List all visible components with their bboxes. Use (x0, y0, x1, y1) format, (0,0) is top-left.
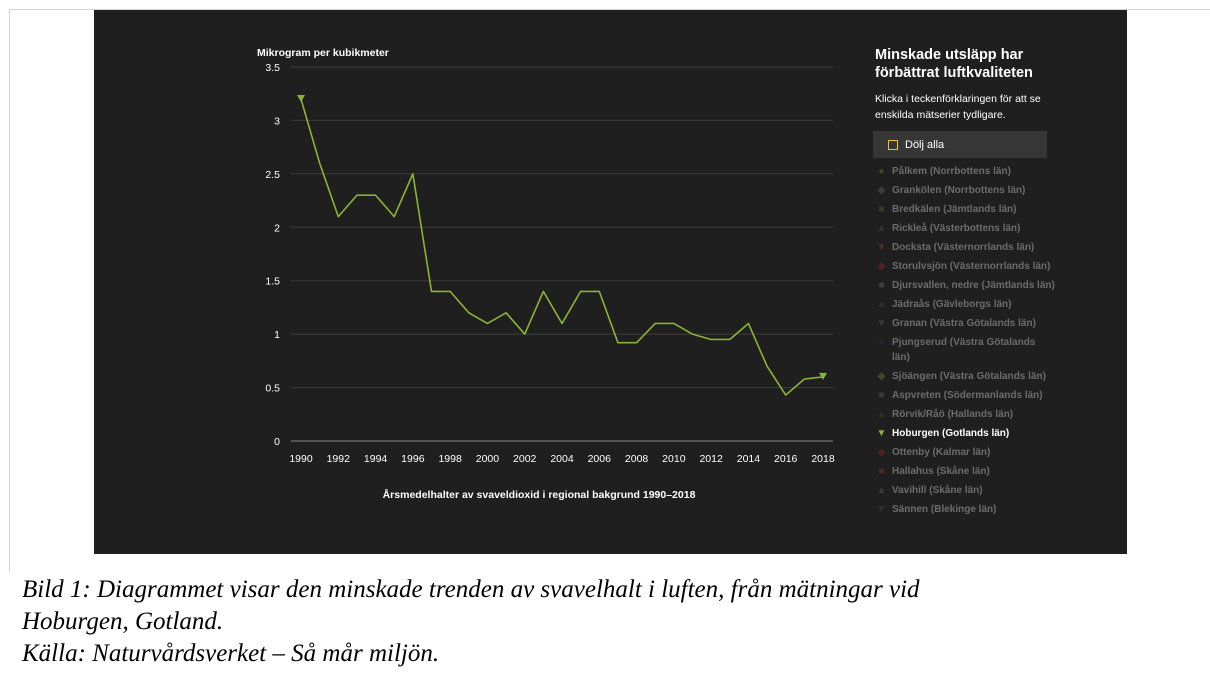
legend-item[interactable]: ■ Aspvreten (Södermanlands län) (873, 388, 1055, 403)
caption-line-3: Källa: Naturvårdsverket – Så mår miljön. (22, 640, 440, 667)
hide-all-button[interactable]: Dölj alla (873, 131, 1047, 158)
legend-item[interactable]: ■ Djursvallen, nedre (Jämtlands län) (873, 278, 1055, 293)
legend-item-label: Grankölen (Norrbottens län) (892, 185, 1026, 196)
legend-item-label: Ottenby (Kalmar län) (892, 447, 991, 458)
y-tick-label: 2.5 (265, 169, 280, 181)
legend-item[interactable]: ◆ Grankölen (Norrbottens län) (873, 183, 1055, 198)
legend-item[interactable]: ▲ Vavihill (Skåne län) (873, 483, 1055, 498)
y-tick-label: 1.5 (265, 276, 280, 288)
legend-item-label: Hallahus (Skåne län) (892, 466, 990, 477)
legend-marker-icon: ■ (878, 390, 885, 401)
caption-line-1: Bild 1: Diagrammet visar den minskade tr… (22, 576, 920, 603)
x-tick-label: 1990 (289, 453, 313, 465)
legend-item[interactable]: ■ Hallahus (Skåne län) (873, 464, 1055, 479)
legend-marker-icon: ▼ (876, 504, 887, 515)
legend-marker-icon: ▲ (876, 223, 887, 234)
legend-title: Minskade utsläpp har förbättrat luftkval… (875, 47, 1033, 81)
legend-marker-icon: ● (878, 166, 885, 177)
legend-item-label: Sännen (Blekinge län) (892, 504, 997, 515)
figure-frame (9, 9, 1210, 572)
legend-item-label: Storulvsjön (Västernorrlands län) (892, 261, 1051, 272)
legend-marker-icon: ■ (878, 280, 885, 291)
legend-marker-icon: ■ (878, 204, 885, 215)
legend: Minskade utsläpp har förbättrat luftkval… (873, 46, 1127, 554)
legend-item-label: Granan (Västra Götalands län) (892, 318, 1036, 329)
x-tick-label: 2000 (476, 453, 500, 465)
y-tick-label: 2 (274, 222, 280, 234)
x-tick-label: 2002 (513, 453, 537, 465)
x-tick-label: 2008 (625, 453, 649, 465)
x-tick-label: 2014 (737, 453, 761, 465)
legend-marker-icon: ▼ (876, 242, 887, 253)
legend-item-label: Djursvallen, nedre (Jämtlands län) (892, 280, 1055, 291)
x-tick-label: 2012 (699, 453, 723, 465)
legend-item-label: Rickleå (Västerbottens län) (892, 223, 1021, 234)
legend-marker-icon: ▲ (876, 409, 887, 420)
legend-item[interactable]: ■ Bredkälen (Jämtlands län) (873, 202, 1055, 217)
y-axis-label: Mikrogram per kubikmeter (257, 47, 389, 59)
y-tick-label: 0.5 (265, 383, 280, 395)
chart-title: Årsmedelhalter av svaveldioxid i regiona… (383, 488, 696, 501)
caption-line-2: Hoburgen, Gotland. (22, 608, 224, 635)
legend-item-label: Bredkälen (Jämtlands län) (892, 204, 1017, 215)
legend-item[interactable]: ◆ Ottenby (Kalmar län) (873, 445, 1055, 460)
legend-item[interactable]: ◆ Sjöängen (Västra Götalands län) (873, 369, 1055, 384)
legend-item-label: Pålkem (Norrbottens län) (892, 166, 1011, 177)
legend-item-label: Jädraås (Gävleborgs län) (892, 299, 1012, 310)
y-tick-label: 3.5 (265, 62, 280, 74)
legend-item[interactable]: ▼ Sännen (Blekinge län) (873, 502, 1055, 517)
legend-item-label: Sjöängen (Västra Götalands län) (892, 371, 1046, 382)
legend-marker-icon: ▲ (876, 299, 887, 310)
legend-marker-icon: ▼ (876, 318, 887, 329)
legend-item-label: Rörvik/Råö (Hallands län) (892, 409, 1014, 420)
x-tick-label: 2018 (811, 453, 835, 465)
legend-items: ● Pålkem (Norrbottens län) ◆ Grankölen (Nor… (873, 164, 1127, 517)
legend-marker-icon: ◆ (877, 185, 886, 196)
x-tick-label: 2006 (588, 453, 612, 465)
legend-item[interactable]: ▼ Hoburgen (Gotlands län) (873, 426, 1055, 441)
legend-item-label: Hoburgen (Gotlands län) (892, 428, 1010, 439)
legend-item[interactable]: ▲ Jädraås (Gävleborgs län) (873, 297, 1055, 312)
legend-item[interactable]: ● Pjungserud (Västra Götalands län) (873, 335, 1055, 365)
legend-item[interactable]: ▲ Rickleå (Västerbottens län) (873, 221, 1055, 236)
x-tick-label: 1994 (364, 453, 388, 465)
legend-marker-icon: ◆ (877, 371, 886, 382)
legend-marker-icon: ■ (878, 466, 885, 477)
legend-item-label: Docksta (Västernorrlands län) (892, 242, 1035, 253)
legend-item-label: Aspvreten (Södermanlands län) (892, 390, 1043, 401)
legend-item[interactable]: ▼ Granan (Västra Götalands län) (873, 316, 1055, 331)
hide-all-label: Dölj alla (905, 138, 945, 151)
legend-marker-icon: ▼ (876, 428, 887, 439)
x-tick-label: 1996 (401, 453, 425, 465)
chart-panel: Mikrogram per kubikmeter 0 0.5 1 1.5 2 2.5 3 3.… (94, 10, 1127, 554)
data-point-marker[interactable] (819, 372, 827, 380)
legend-item-label: Pjungserud (Västra Götalands län) (892, 337, 1036, 363)
legend-marker-icon: ◆ (877, 261, 886, 272)
x-tick-label: 2010 (662, 453, 686, 465)
legend-hint: Klicka i teckenförklaringen för att se e… (875, 93, 1041, 121)
data-point-marker[interactable] (297, 95, 305, 103)
line-chart: Mikrogram per kubikmeter 0 0.5 1 1.5 2 2.5 3 3.… (257, 47, 835, 501)
x-tick-label: 1992 (327, 453, 351, 465)
legend-marker-icon: ◆ (877, 447, 886, 458)
x-tick-label: 2004 (550, 453, 574, 465)
figure-caption: Bild 1: Diagrammet visar den minskade tr… (22, 574, 1202, 670)
legend-item[interactable]: ▲ Rörvik/Råö (Hallands län) (873, 407, 1055, 422)
legend-item[interactable]: ◆ Storulvsjön (Västernorrlands län) (873, 259, 1055, 274)
legend-item[interactable]: ▼ Docksta (Västernorrlands län) (873, 240, 1055, 255)
legend-marker-icon: ▲ (876, 485, 887, 496)
checkbox-icon (888, 139, 898, 150)
x-tick-label: 1998 (438, 453, 462, 465)
y-tick-label: 1 (274, 329, 280, 341)
y-tick-label: 0 (274, 436, 280, 448)
legend-item-label: Vavihill (Skåne län) (892, 485, 983, 496)
series-line[interactable] (300, 98, 824, 396)
x-tick-label: 2016 (774, 453, 798, 465)
y-tick-label: 3 (274, 115, 280, 127)
legend-item[interactable]: ● Pålkem (Norrbottens län) (873, 164, 1055, 179)
legend-marker-icon: ● (878, 337, 885, 348)
